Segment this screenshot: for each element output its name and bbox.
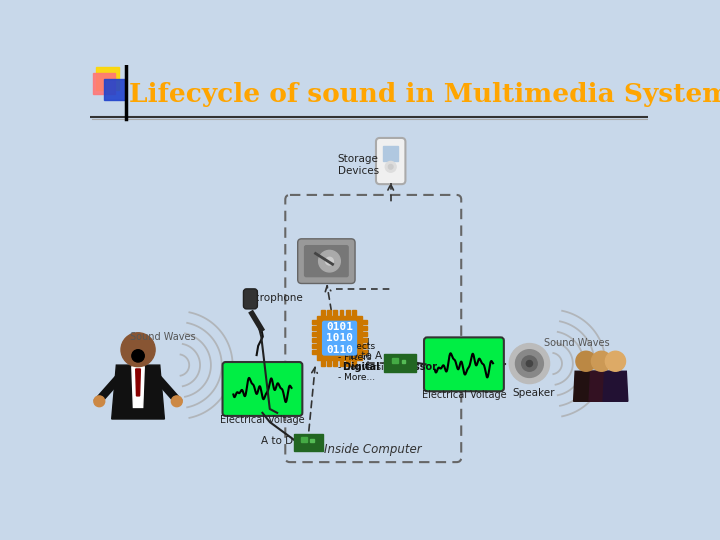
Circle shape [576, 351, 596, 372]
Polygon shape [136, 369, 140, 396]
Bar [317, 316, 362, 361]
Bar [312, 332, 317, 336]
Polygon shape [603, 372, 628, 401]
Bar [104, 79, 126, 100]
FancyBboxPatch shape [222, 362, 302, 416]
Circle shape [522, 356, 537, 372]
Polygon shape [574, 372, 598, 401]
Text: Storage
Devices: Storage Devices [338, 154, 379, 176]
Bar [362, 338, 367, 342]
Circle shape [132, 350, 144, 362]
Bar [333, 310, 337, 316]
Circle shape [526, 361, 533, 367]
Bar [384, 354, 416, 372]
Bar [312, 320, 317, 323]
Bar [333, 361, 337, 366]
Circle shape [509, 343, 549, 383]
Bar [402, 360, 405, 363]
Bar [362, 345, 367, 348]
Circle shape [121, 333, 155, 367]
Circle shape [94, 396, 104, 407]
Bar [346, 361, 350, 366]
Bar [321, 361, 325, 366]
FancyBboxPatch shape [285, 195, 462, 462]
Text: A to D: A to D [261, 436, 294, 446]
Bar [312, 350, 317, 354]
Bar [301, 437, 307, 442]
Circle shape [325, 257, 333, 265]
Circle shape [171, 396, 182, 407]
Bar [327, 361, 331, 366]
FancyBboxPatch shape [322, 321, 357, 356]
Bar [362, 350, 367, 354]
Bar [312, 326, 317, 330]
Bar [383, 146, 398, 161]
Text: Digital Processor: Digital Processor [343, 362, 436, 372]
FancyBboxPatch shape [297, 239, 355, 284]
Bar [362, 320, 367, 323]
Bar [327, 310, 331, 316]
Text: Sound Waves: Sound Waves [130, 333, 196, 342]
Bar [310, 439, 314, 442]
Text: - Effects
- Filters
- Conversion
- More...: - Effects - Filters - Conversion - More.… [338, 342, 395, 382]
Bar [294, 434, 323, 450]
Text: Microphone: Microphone [242, 293, 302, 303]
FancyBboxPatch shape [424, 338, 504, 392]
Text: Speaker: Speaker [512, 388, 554, 398]
Circle shape [516, 350, 544, 377]
Bar [352, 361, 356, 366]
Bar [340, 310, 343, 316]
Polygon shape [132, 367, 144, 408]
Bar [93, 72, 114, 94]
Text: Electrical Voltage: Electrical Voltage [422, 390, 506, 400]
Circle shape [606, 351, 626, 372]
Text: 0101
1010
0110: 0101 1010 0110 [326, 321, 353, 355]
Text: D to A: D to A [350, 351, 382, 361]
Text: Lifecycle of sound in Multimedia System: Lifecycle of sound in Multimedia System [129, 82, 720, 106]
Bar [392, 358, 398, 363]
Polygon shape [112, 365, 164, 419]
FancyBboxPatch shape [304, 245, 349, 278]
FancyBboxPatch shape [243, 289, 258, 309]
Circle shape [319, 251, 341, 272]
Bar [346, 310, 350, 316]
Text: Electrical Voltage: Electrical Voltage [220, 415, 305, 425]
Circle shape [385, 161, 396, 172]
Bar [96, 67, 120, 90]
Bar [362, 332, 367, 336]
FancyBboxPatch shape [376, 138, 405, 184]
Bar [340, 361, 343, 366]
Bar [312, 338, 317, 342]
Bar [312, 345, 317, 348]
Bar [352, 310, 356, 316]
Bar [321, 310, 325, 316]
Text: Inside Computer: Inside Computer [325, 443, 422, 456]
Circle shape [591, 351, 611, 372]
Circle shape [388, 165, 393, 169]
Polygon shape [589, 372, 614, 401]
Bar [362, 326, 367, 330]
Text: Sound Waves: Sound Waves [544, 338, 610, 348]
